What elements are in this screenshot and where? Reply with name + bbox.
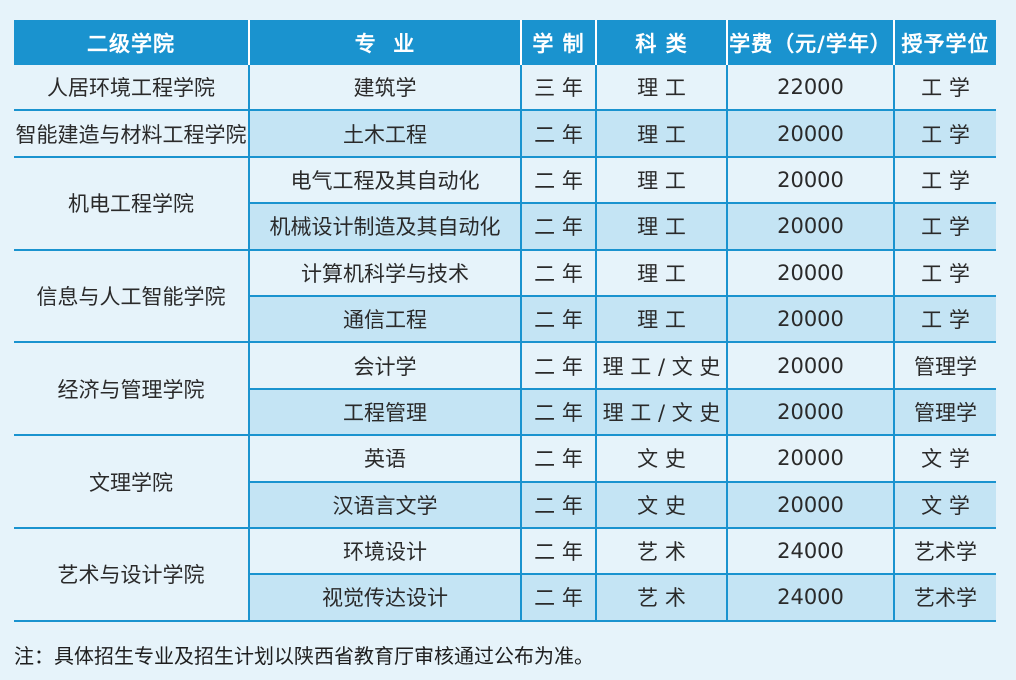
majors-table: 二级学院 专 业 学 制 科 类 学费（元/学年） 授予学位 人居环境工程学院 … [14, 20, 996, 622]
table-row: 文理学院 英语 二 年 文 史 20000 文 学 [14, 435, 996, 529]
degree: 工 学 [894, 203, 996, 251]
table-row: 视觉传达设计 二 年 艺 术 24000 艺术学 [14, 574, 996, 622]
header-category: 科 类 [596, 20, 728, 65]
header-tuition: 学费（元/学年） [727, 20, 895, 65]
major-name: 建筑学 [249, 65, 522, 112]
degree: 文 学 [894, 481, 996, 529]
degree: 工 学 [894, 110, 996, 158]
major-name: 英语 [249, 435, 522, 483]
tuition: 20000 [727, 110, 895, 158]
table-header-row: 二级学院 专 业 学 制 科 类 学费（元/学年） 授予学位 [14, 20, 996, 65]
tuition: 20000 [727, 342, 895, 390]
college-name: 智能建造与材料工程学院 [14, 110, 250, 158]
category: 文 史 [596, 481, 728, 529]
degree: 管理学 [894, 388, 996, 437]
college-name: 人居环境工程学院 [14, 65, 250, 112]
header-major: 专 业 [249, 20, 522, 65]
table-row: 经济与管理学院 会计学 二 年 理 工 / 文 史 20000 管理学 [14, 342, 996, 437]
header-duration: 学 制 [521, 20, 597, 65]
category: 理 工 / 文 史 [596, 388, 728, 437]
degree: 工 学 [894, 295, 996, 344]
category: 文 史 [596, 435, 728, 483]
duration: 二 年 [521, 574, 597, 622]
category: 理 工 [596, 110, 728, 158]
major-name: 视觉传达设计 [249, 574, 522, 622]
tuition: 20000 [727, 156, 895, 205]
table-row: 工程管理 二 年 理 工 / 文 史 20000 管理学 [14, 388, 996, 437]
category: 理 工 [596, 249, 728, 297]
category: 理 工 / 文 史 [596, 342, 728, 390]
table-row: 智能建造与材料工程学院 土木工程 二 年 理 工 20000 工 学 [14, 110, 996, 158]
footnote: 注：具体招生专业及招生计划以陕西省教育厅审核通过公布为准。 [14, 644, 594, 668]
duration: 二 年 [521, 203, 597, 251]
degree: 艺术学 [894, 574, 996, 622]
duration: 二 年 [521, 342, 597, 390]
header-college: 二级学院 [14, 20, 250, 65]
table-row: 人居环境工程学院 建筑学 三 年 理 工 22000 工 学 [14, 65, 996, 112]
table-row: 机械设计制造及其自动化 二 年 理 工 20000 工 学 [14, 203, 996, 251]
degree: 管理学 [894, 342, 996, 390]
college-name: 文理学院 [14, 435, 250, 529]
tuition: 20000 [727, 481, 895, 529]
category: 理 工 [596, 203, 728, 251]
table-row: 艺术与设计学院 环境设计 二 年 艺 术 24000 艺术学 [14, 527, 996, 622]
major-name: 土木工程 [249, 110, 522, 158]
category: 艺 术 [596, 574, 728, 622]
major-name: 汉语言文学 [249, 481, 522, 529]
major-name: 机械设计制造及其自动化 [249, 203, 522, 251]
major-name: 电气工程及其自动化 [249, 156, 522, 205]
duration: 二 年 [521, 295, 597, 344]
major-name: 环境设计 [249, 527, 522, 576]
table-row: 机电工程学院 电气工程及其自动化 二 年 理 工 20000 工 学 [14, 156, 996, 251]
college-name: 信息与人工智能学院 [14, 249, 250, 344]
duration: 三 年 [521, 65, 597, 112]
major-name: 通信工程 [249, 295, 522, 344]
duration: 二 年 [521, 481, 597, 529]
category: 理 工 [596, 65, 728, 112]
tuition: 24000 [727, 574, 895, 622]
header-degree: 授予学位 [894, 20, 996, 65]
tuition: 24000 [727, 527, 895, 576]
duration: 二 年 [521, 249, 597, 297]
degree: 工 学 [894, 65, 996, 112]
table-row: 通信工程 二 年 理 工 20000 工 学 [14, 295, 996, 344]
category: 理 工 [596, 156, 728, 205]
category: 理 工 [596, 295, 728, 344]
degree: 文 学 [894, 435, 996, 483]
tuition: 22000 [727, 65, 895, 112]
college-name: 机电工程学院 [14, 156, 250, 251]
duration: 二 年 [521, 388, 597, 437]
major-name: 工程管理 [249, 388, 522, 437]
tuition: 20000 [727, 388, 895, 437]
tuition: 20000 [727, 435, 895, 483]
college-name: 经济与管理学院 [14, 342, 250, 437]
duration: 二 年 [521, 527, 597, 576]
major-name: 会计学 [249, 342, 522, 390]
duration: 二 年 [521, 435, 597, 483]
tuition: 20000 [727, 249, 895, 297]
tuition: 20000 [727, 295, 895, 344]
duration: 二 年 [521, 156, 597, 205]
duration: 二 年 [521, 110, 597, 158]
degree: 工 学 [894, 156, 996, 205]
college-name: 艺术与设计学院 [14, 527, 250, 622]
major-name: 计算机科学与技术 [249, 249, 522, 297]
degree: 工 学 [894, 249, 996, 297]
table-row: 汉语言文学 二 年 文 史 20000 文 学 [14, 481, 996, 529]
degree: 艺术学 [894, 527, 996, 576]
tuition: 20000 [727, 203, 895, 251]
category: 艺 术 [596, 527, 728, 576]
table-row: 信息与人工智能学院 计算机科学与技术 二 年 理 工 20000 工 学 [14, 249, 996, 344]
